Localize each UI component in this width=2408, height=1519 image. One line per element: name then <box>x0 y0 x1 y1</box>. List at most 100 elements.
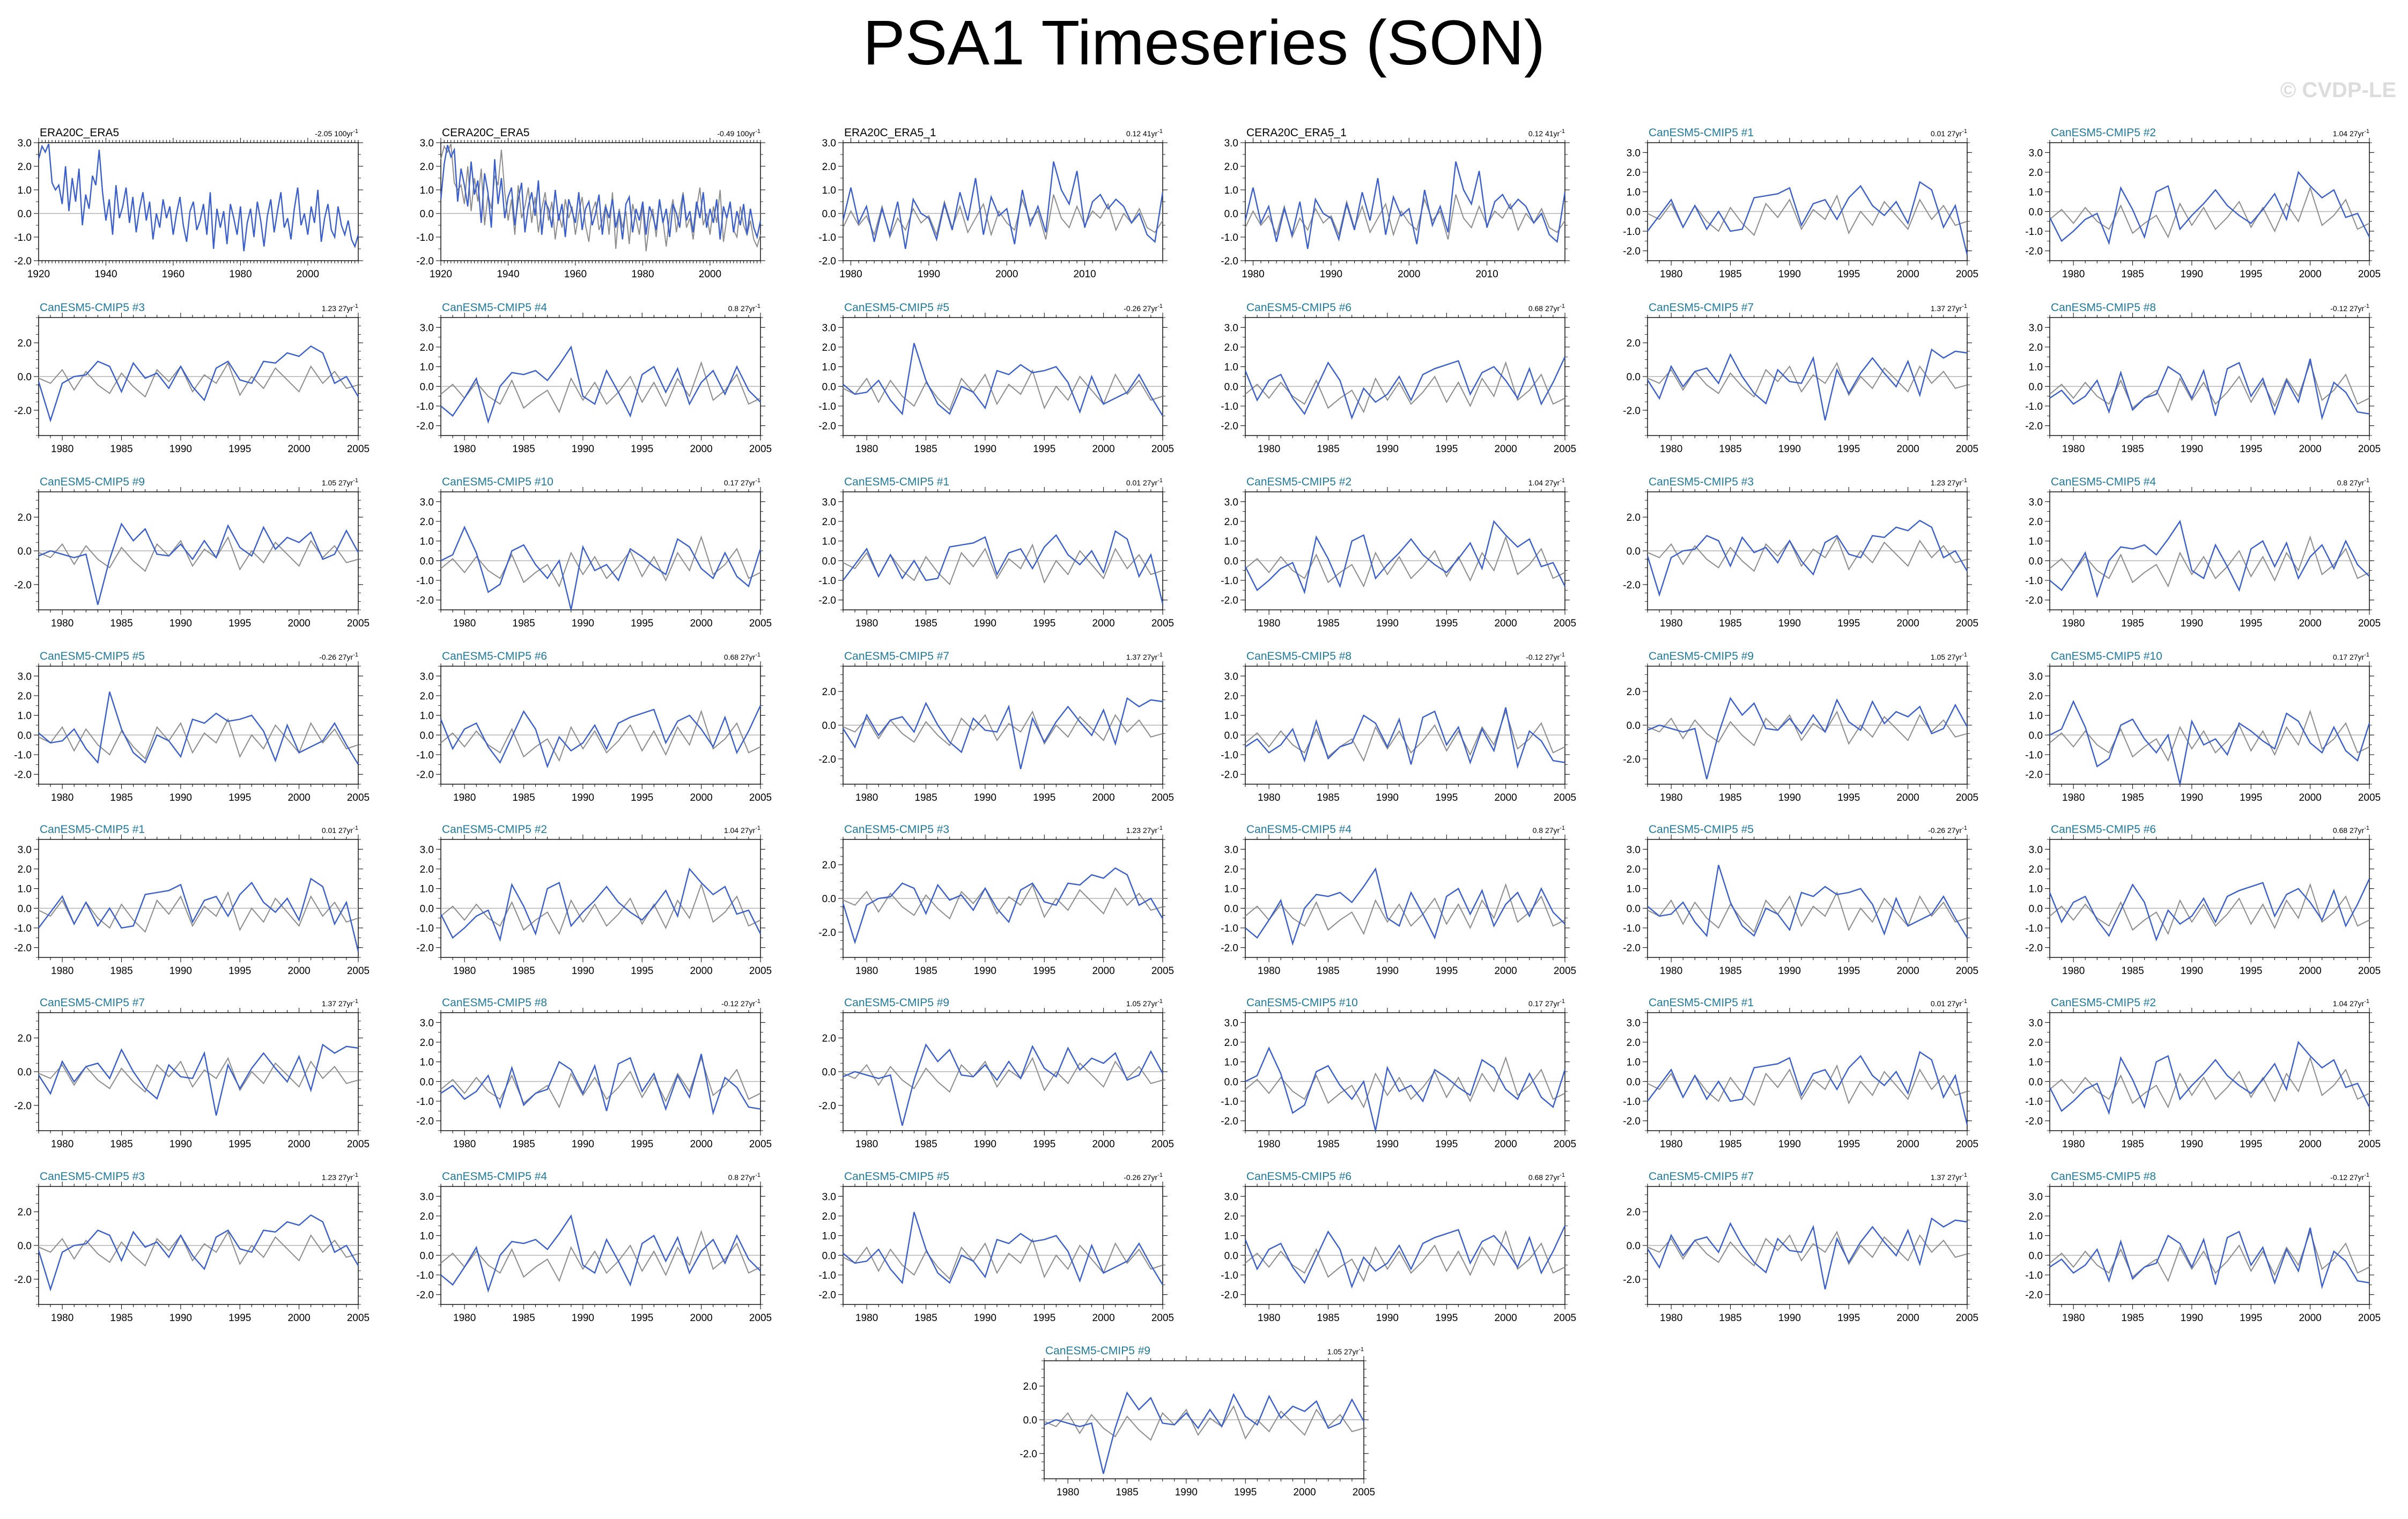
y-tick-label: 0.0 <box>822 894 836 905</box>
reference-series-line <box>1245 710 1565 762</box>
y-tick-label: -1.0 <box>2025 226 2043 238</box>
reference-series-line <box>38 1230 359 1267</box>
primary-series-line <box>842 867 1164 945</box>
x-tick-label: 1990 <box>1778 1139 1801 1150</box>
y-tick-label: -2.0 <box>2025 246 2043 257</box>
x-tick-label: 2000 <box>690 444 712 455</box>
x-tick-label: 2000 <box>1896 618 1919 629</box>
x-tick-label: 2005 <box>1554 618 1576 629</box>
panel-35: CanESM5-CMIP5 #1 0.01 27yr-1 1980 1985 1990 1… <box>1623 997 1978 1150</box>
reference-series-line <box>38 718 359 760</box>
panel-title: CanESM5-CMIP5 #3 <box>844 823 949 836</box>
x-tick-label: 1995 <box>1837 269 1860 280</box>
y-tick-label: 2.0 <box>1627 1207 1641 1218</box>
y-tick-label: 1.0 <box>420 536 434 548</box>
x-tick-label: 2000 <box>1494 965 1517 977</box>
x-tick-label: 1995 <box>228 965 251 977</box>
y-tick-label: 2.0 <box>1224 1211 1238 1222</box>
panel-19: CanESM5-CMIP5 #5 -0.26 27yr-1 1980 1985 1990… <box>14 650 370 803</box>
x-tick-label: 1980 <box>631 269 654 280</box>
x-tick-label: 1990 <box>1778 618 1801 629</box>
y-tick-label: -1.0 <box>2025 1096 2043 1108</box>
x-tick-label: 2005 <box>1353 1487 1375 1498</box>
primary-series-line <box>1244 1225 1566 1289</box>
y-tick-label: 0.0 <box>420 381 434 393</box>
x-tick-label: 2005 <box>347 444 370 455</box>
x-tick-label: 1985 <box>110 618 132 629</box>
x-tick-label: 1985 <box>110 792 132 803</box>
primary-series-line <box>1647 865 1968 938</box>
y-tick-label: 0.0 <box>1224 903 1238 915</box>
y-tick-label: 1.0 <box>1224 185 1238 196</box>
y-tick-label: 0.0 <box>822 381 836 393</box>
reference-series-line <box>38 891 359 933</box>
y-tick-label: -1.0 <box>1623 226 1641 238</box>
panel-title: CanESM5-CMIP5 #3 <box>1649 476 1754 488</box>
y-tick-label: 0.0 <box>1627 546 1641 557</box>
primary-series-line <box>843 530 1164 604</box>
x-tick-label: 2005 <box>1956 618 1978 629</box>
y-tick-label: 1.0 <box>420 1057 434 1068</box>
x-tick-label: 2005 <box>347 965 370 977</box>
x-tick-label: 1980 <box>855 444 878 455</box>
x-tick-label: 2000 <box>287 792 310 803</box>
x-tick-label: 2010 <box>1475 269 1498 280</box>
plot-frame <box>1245 491 1565 610</box>
x-tick-label: 2000 <box>1896 1139 1919 1150</box>
primary-series-line <box>1044 1391 1365 1474</box>
y-tick-label: 0.0 <box>420 1076 434 1088</box>
x-tick-label: 1985 <box>1317 618 1339 629</box>
x-tick-label: 1985 <box>2121 965 2144 977</box>
x-tick-label: 1980 <box>453 618 476 629</box>
reference-series-line <box>440 883 761 935</box>
y-tick-label: -2.0 <box>416 770 434 781</box>
x-tick-label: 2005 <box>749 1139 772 1150</box>
x-tick-label: 1990 <box>169 1312 192 1324</box>
x-tick-label: 1980 <box>1258 1312 1280 1324</box>
y-tick-label: 2.0 <box>18 512 32 523</box>
y-tick-label: 2.0 <box>822 687 836 698</box>
x-tick-label: 1980 <box>453 444 476 455</box>
plot-frame <box>1245 317 1565 436</box>
y-tick-label: 2.0 <box>420 342 434 353</box>
x-tick-label: 1995 <box>1435 1139 1458 1150</box>
reference-series-line <box>1245 194 1565 240</box>
panel-trend: 0.12 41yr-1 <box>1126 128 1163 138</box>
y-tick-label: 1.0 <box>2029 362 2043 373</box>
panel-title: CanESM5-CMIP5 #2 <box>442 823 547 836</box>
x-tick-label: 2000 <box>1092 965 1114 977</box>
y-tick-label: -2.0 <box>1221 770 1238 781</box>
x-tick-label: 1995 <box>2240 1312 2262 1324</box>
y-tick-label: 0.0 <box>2029 1250 2043 1262</box>
y-tick-label: -2.0 <box>2025 1290 2043 1301</box>
x-tick-label: 2000 <box>287 1312 310 1324</box>
reference-series-line <box>440 535 761 588</box>
y-tick-label: 2.0 <box>2029 342 2043 353</box>
x-tick-label: 1990 <box>572 444 594 455</box>
primary-series-line <box>440 1053 761 1116</box>
x-tick-label: 1990 <box>2181 269 2203 280</box>
x-tick-label: 2005 <box>2358 269 2381 280</box>
primary-series-line <box>440 1214 761 1293</box>
y-tick-label: 2.0 <box>2029 517 2043 528</box>
x-tick-label: 1990 <box>572 792 594 803</box>
x-tick-label: 1995 <box>1837 792 1860 803</box>
x-tick-label: 1990 <box>1778 444 1801 455</box>
panel-title: CanESM5-CMIP5 #4 <box>1246 823 1351 836</box>
y-tick-label: 1.0 <box>1224 711 1238 722</box>
x-tick-label: 1995 <box>2240 965 2262 977</box>
panel-title: CanESM5-CMIP5 #2 <box>1246 476 1351 488</box>
x-tick-label: 2005 <box>347 792 370 803</box>
y-tick-label: 0.0 <box>1627 1076 1641 1088</box>
panel-trend: 1.04 27yr-1 <box>2333 128 2369 138</box>
x-tick-label: 1920 <box>430 269 452 280</box>
y-tick-label: 0.0 <box>18 1067 32 1078</box>
panel-trend: 0.68 27yr-1 <box>1528 1172 1565 1182</box>
y-tick-label: -1.0 <box>416 232 434 244</box>
x-tick-label: 1985 <box>1719 965 1741 977</box>
y-tick-label: 0.0 <box>18 1241 32 1252</box>
panel-trend: 1.05 27yr-1 <box>1327 1346 1364 1356</box>
y-tick-label: 1.0 <box>420 1231 434 1242</box>
x-tick-label: 1985 <box>1317 965 1339 977</box>
